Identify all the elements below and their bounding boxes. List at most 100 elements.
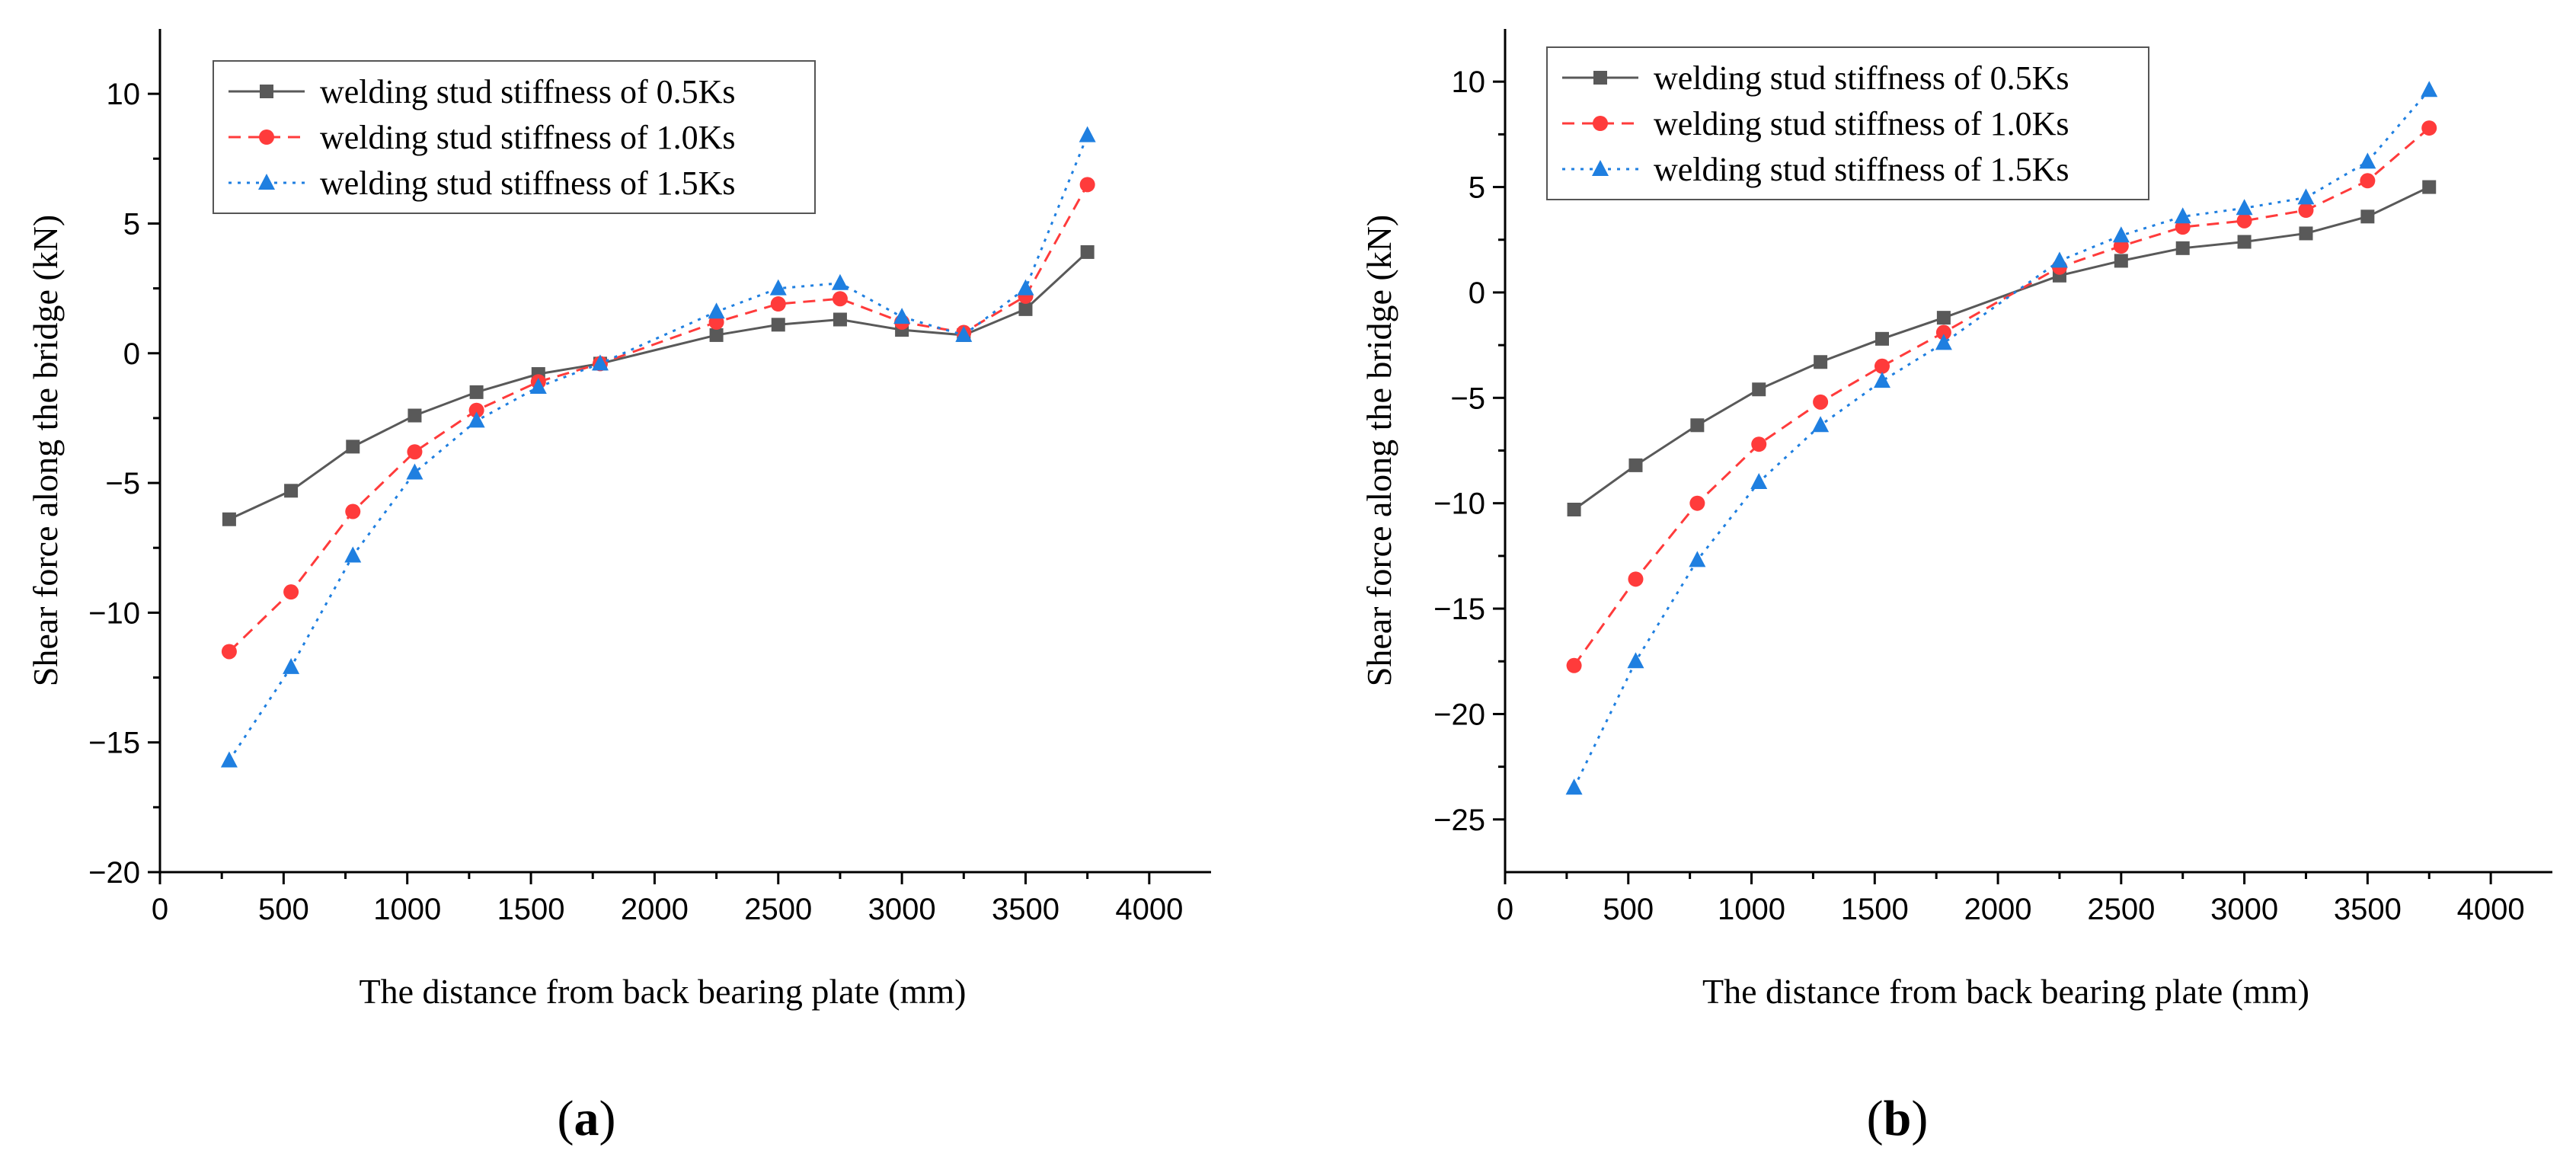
data-point-circle	[1566, 657, 1582, 673]
data-point-square	[1080, 245, 1095, 259]
y-tick-label: 10	[107, 78, 141, 111]
y-axis-title: Shear force along the bridge (kN)	[1360, 215, 1398, 686]
legend-label: welding stud stiffness of 0.5Ks	[1654, 59, 2069, 97]
x-tick-label: 1000	[1718, 893, 1785, 926]
data-point-circle	[2236, 213, 2252, 229]
data-point-square	[771, 318, 785, 332]
data-point-square	[2175, 241, 2190, 255]
legend-label: welding stud stiffness of 1.0Ks	[1654, 105, 2069, 142]
data-point-square	[469, 385, 484, 399]
data-point-triangle	[769, 279, 787, 296]
x-tick-label: 0	[152, 893, 168, 926]
legend-box	[1546, 46, 2149, 200]
series-triangle-group	[1565, 81, 2438, 795]
x-tick-label: 3500	[2334, 893, 2402, 926]
chart-panel-b: 0 500 1000 1500 2000 2500 3000 3500 4000 −25 −20 −1…	[1288, 0, 2576, 1157]
data-point-triangle	[831, 273, 849, 290]
x-tick-label: 2500	[744, 893, 812, 926]
data-point-triangle	[893, 308, 911, 324]
data-point-square	[709, 328, 724, 342]
series-line	[1573, 89, 2431, 788]
y-tick-label: −15	[88, 727, 140, 760]
data-point-triangle	[1874, 372, 1890, 388]
data-point-square	[1567, 502, 1581, 516]
data-point-circle	[1628, 571, 1644, 587]
y-tick-label: −5	[1450, 382, 1485, 415]
x-tick-label: 4000	[2457, 893, 2525, 926]
data-point-triangle	[220, 751, 238, 768]
legend-label: welding stud stiffness of 0.5Ks	[320, 73, 736, 110]
x-tick-label: 3000	[868, 893, 936, 926]
legend-marker-circle	[259, 129, 274, 145]
legend-marker-circle	[1593, 116, 1608, 131]
x-tick-label: 0	[1497, 893, 1513, 926]
data-point-square	[284, 484, 299, 498]
data-point-circle	[345, 503, 361, 519]
legend: welding stud stiffness of 0.5Ks welding s…	[213, 60, 816, 214]
y-tick-label: −10	[1433, 487, 1485, 521]
data-point-circle	[770, 296, 786, 312]
data-point-circle	[407, 444, 423, 460]
series-circle-group	[221, 177, 1095, 660]
data-point-triangle	[2297, 188, 2315, 205]
y-tick-label: 10	[1452, 66, 1486, 99]
x-tick-label: 1500	[1841, 893, 1909, 926]
legend-label: welding stud stiffness of 1.0Ks	[320, 119, 736, 156]
data-point-triangle	[1812, 416, 1830, 433]
data-point-square	[407, 408, 422, 423]
data-point-circle	[221, 644, 237, 660]
legend-label: welding stud stiffness of 1.5Ks	[320, 165, 736, 202]
series-square-group	[222, 245, 1095, 526]
data-point-square	[222, 512, 236, 526]
x-axis-title: The distance from back bearing plate (mm…	[359, 972, 966, 1011]
data-point-square	[2114, 254, 2128, 268]
data-point-square	[1752, 382, 1766, 397]
data-point-triangle	[344, 546, 362, 563]
y-axis-title: Shear force along the bridge (kN)	[26, 215, 65, 686]
data-point-triangle	[1750, 473, 1768, 490]
panel-label: (a)	[558, 1091, 616, 1146]
x-axis-title: The distance from back bearing plate (mm…	[1702, 972, 2309, 1011]
data-point-square	[1875, 331, 1889, 346]
series-line	[228, 135, 1089, 762]
data-point-square	[2299, 226, 2313, 241]
data-point-square	[1814, 355, 1828, 369]
y-tick-label: −20	[88, 856, 140, 890]
data-point-triangle	[1079, 126, 1096, 142]
panel-label: (b)	[1867, 1091, 1929, 1146]
chart-b-svg: 0 500 1000 1500 2000 2500 3000 3500 4000 −25 −20 −1…	[1360, 29, 2552, 1146]
data-point-circle	[1689, 495, 1705, 511]
y-tick-label: 0	[123, 337, 140, 371]
data-point-triangle	[955, 325, 973, 342]
data-point-triangle	[2236, 199, 2253, 216]
data-point-triangle	[2174, 207, 2191, 224]
x-tick-label: 3500	[992, 893, 1059, 926]
data-point-triangle	[2421, 81, 2438, 97]
y-tick-label: −20	[1433, 698, 1485, 731]
x-tick-label: 2000	[1964, 893, 2032, 926]
data-point-triangle	[1627, 652, 1644, 669]
chart-a-svg: 0 500 1000 1500 2000 2500 3000 3500 4000 −20 −15 −1…	[26, 29, 1211, 1146]
x-tick-label: 500	[1603, 893, 1654, 926]
data-point-square	[1628, 458, 1643, 472]
data-point-square	[2237, 235, 2252, 249]
data-point-circle	[1813, 394, 1829, 410]
data-point-circle	[1079, 177, 1095, 193]
legend-label: welding stud stiffness of 1.5Ks	[1654, 151, 2069, 188]
data-point-triangle	[591, 354, 609, 371]
data-point-square	[2422, 180, 2437, 194]
data-point-square	[346, 439, 360, 454]
y-tick-label: 5	[1469, 171, 1485, 205]
y-tick-label: 0	[1469, 276, 1485, 310]
legend-marker-triangle	[1592, 160, 1609, 176]
x-tick-label: 1000	[373, 893, 441, 926]
data-point-triangle	[2050, 251, 2068, 268]
x-tick-label: 2500	[2087, 893, 2155, 926]
data-point-triangle	[1017, 279, 1034, 296]
series-line	[228, 184, 1088, 653]
series-triangle-group	[220, 126, 1096, 768]
data-point-circle	[1751, 436, 1767, 452]
y-tick-label: −5	[105, 467, 140, 500]
chart-panel-a: 0 500 1000 1500 2000 2500 3000 3500 4000 −20 −15 −1…	[26, 29, 1211, 1146]
x-tick-label: 500	[258, 893, 309, 926]
